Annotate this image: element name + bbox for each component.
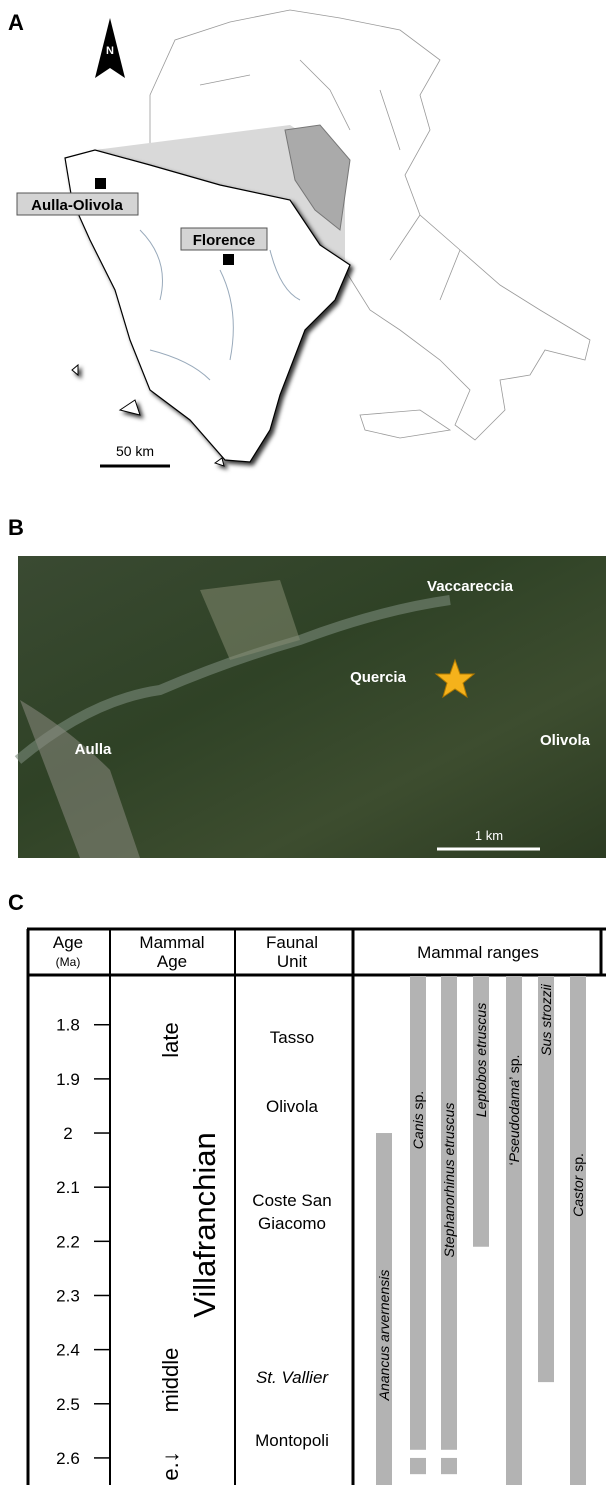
site-label: Aulla-Olivola	[31, 197, 123, 214]
taxon-name: Leptobos etruscus	[473, 1003, 489, 1117]
taxon-label: Castor sp.	[570, 1153, 586, 1217]
scale-label: 1 km	[475, 828, 503, 843]
faunal-unit: Olivola	[266, 1097, 319, 1116]
header: Faunal	[266, 933, 318, 952]
y-tick-label: 2.6	[56, 1449, 80, 1468]
mammal-age: middle	[158, 1348, 183, 1413]
panel-label: A	[8, 10, 24, 35]
panel-label: C	[8, 890, 24, 915]
scale-label: 50 km	[116, 443, 154, 459]
figure: A N Aulla-Olivola Florence 50 km B Vacca…	[0, 0, 606, 1485]
y-tick-label: 2.5	[56, 1395, 80, 1414]
taxon-name: Stephanorhinus etruscus	[441, 1103, 457, 1258]
range-bar	[570, 976, 586, 1485]
taxon-label: Stephanorhinus etruscus	[441, 1103, 457, 1258]
header: Age	[157, 952, 187, 971]
page: {"panel_a": {"label": "A", "north": "N",…	[0, 0, 606, 1485]
faunal-unit: Coste San	[252, 1191, 331, 1210]
taxon-label: Sus strozzii	[538, 983, 554, 1055]
site-marker	[223, 254, 234, 265]
site-label: Florence	[193, 232, 256, 249]
taxon-suffix: ’ sp.	[506, 1055, 522, 1080]
taxon-name: Castor	[570, 1174, 586, 1217]
taxon-range: Stephanorhinus etruscus	[441, 976, 457, 1474]
faunal-unit: Giacomo	[258, 1214, 326, 1233]
taxon-range: ‘Pseudodama’ sp.	[506, 976, 522, 1485]
stage-label: Villafranchian	[187, 1132, 222, 1318]
place-label: Vaccareccia	[427, 578, 514, 595]
range-bar	[410, 976, 426, 1450]
site-marker	[95, 178, 106, 189]
y-tick-label: 2.1	[56, 1178, 80, 1197]
taxon-label: Leptobos etruscus	[473, 1003, 489, 1117]
y-tick-label: 1.8	[56, 1016, 80, 1035]
taxon-name: Pseudodama	[506, 1080, 522, 1163]
range-bar	[441, 1458, 457, 1474]
faunal-unit: St. Vallier	[256, 1368, 329, 1387]
taxon-range: Sus strozzii	[538, 976, 554, 1382]
taxon-range: Leptobos etruscus	[473, 976, 489, 1247]
y-tick-label: 2.2	[56, 1232, 80, 1251]
range-bar	[410, 1458, 426, 1474]
place-label: Aulla	[75, 741, 112, 758]
y-tick-label: 2	[63, 1124, 72, 1143]
faunal-unit: Tasso	[270, 1028, 314, 1047]
y-tick-label: 2.3	[56, 1286, 80, 1305]
place-label: Olivola	[540, 732, 591, 749]
faunal-unit: Montopoli	[255, 1431, 329, 1450]
taxon-label: Anancus arvernensis	[376, 1270, 392, 1402]
taxon-range: Anancus arvernensis	[376, 1133, 392, 1485]
header: Age	[53, 933, 83, 952]
header: Mammal	[139, 933, 204, 952]
taxon-name: Canis	[410, 1113, 426, 1149]
taxon-suffix: sp.	[570, 1153, 586, 1176]
taxon-name: Anancus arvernensis	[376, 1270, 392, 1402]
taxon-range: Castor sp.	[570, 976, 586, 1485]
taxon-range: Canis sp.	[410, 976, 426, 1474]
header: Unit	[277, 952, 308, 971]
taxon-suffix: sp.	[410, 1091, 426, 1114]
mammal-age: late	[158, 1022, 183, 1057]
north-label: N	[106, 45, 114, 57]
taxon-name: Sus strozzii	[538, 983, 554, 1055]
header: Mammal ranges	[417, 943, 539, 962]
y-tick-label: 2.4	[56, 1341, 80, 1360]
mammal-age: e.↓	[158, 1451, 183, 1480]
header-unit: (Ma)	[56, 955, 81, 969]
taxon-label: ‘Pseudodama’ sp.	[506, 1055, 522, 1166]
place-label: Quercia	[350, 669, 407, 686]
y-tick-label: 1.9	[56, 1070, 80, 1089]
range-bar	[506, 976, 522, 1485]
taxon-label: Canis sp.	[410, 1091, 426, 1149]
panel-label: B	[8, 515, 24, 540]
